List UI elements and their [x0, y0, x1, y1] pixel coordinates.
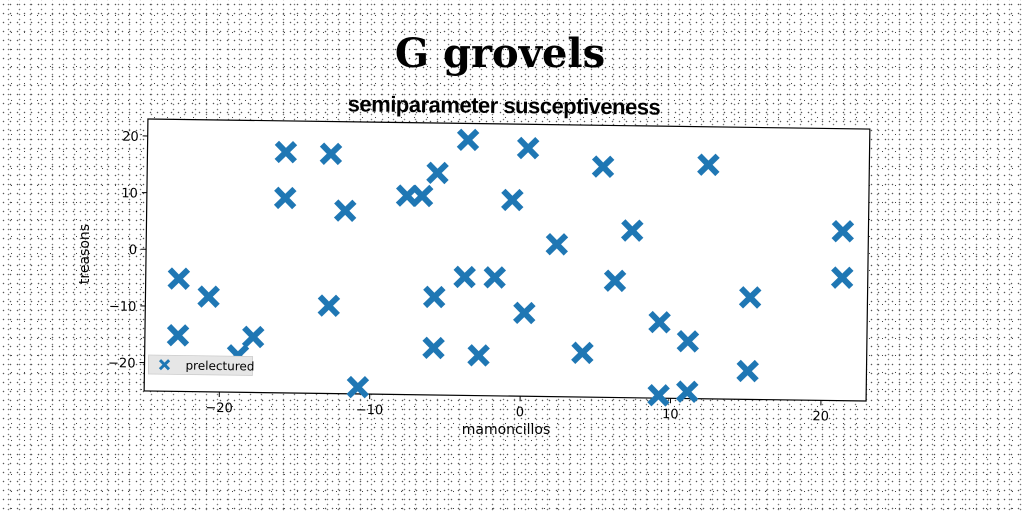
data-point — [831, 219, 855, 243]
legend: prelectured — [147, 354, 255, 376]
data-point — [395, 184, 419, 208]
y-tick-label: −10 — [109, 299, 137, 314]
data-point — [675, 380, 699, 404]
data-point — [620, 219, 644, 242]
data-point — [317, 294, 341, 317]
plot-area: −20 −10 0 10 20 20 10 0 −10 −20 prelectured — [108, 118, 871, 425]
data-point — [648, 310, 671, 334]
data-point — [453, 265, 476, 289]
data-point — [410, 184, 434, 208]
axis-ticks: −20 −10 0 10 20 20 10 0 −10 −20 — [108, 130, 829, 425]
data-point — [333, 199, 357, 223]
data-point — [241, 325, 265, 349]
data-point — [516, 136, 540, 160]
legend-box — [147, 354, 254, 376]
x-axis-label: mamoncillos — [462, 422, 551, 438]
x-tick-label: 10 — [662, 407, 679, 422]
legend-label: prelectured — [185, 359, 254, 374]
data-point — [591, 155, 615, 179]
data-point — [738, 286, 762, 309]
data-point — [167, 267, 191, 290]
data-point — [647, 383, 670, 407]
data-point — [426, 161, 449, 185]
y-tick-label: 20 — [122, 130, 139, 145]
x-tick-label: −10 — [356, 403, 384, 418]
data-point — [273, 186, 297, 210]
data-point — [274, 140, 298, 164]
data-point — [736, 359, 759, 383]
y-tick-label: 0 — [129, 243, 137, 258]
data-point — [319, 142, 343, 166]
data-point — [456, 128, 480, 152]
chart-title: G grovels — [394, 30, 606, 77]
data-point — [830, 266, 854, 290]
data-marks — [166, 128, 855, 407]
data-point — [697, 153, 720, 177]
data-point — [483, 266, 507, 289]
x-tick-label: 20 — [812, 409, 829, 424]
data-point — [422, 285, 446, 309]
data-point — [501, 188, 524, 212]
plot-frame — [143, 118, 871, 402]
y-axis-label: treasons — [77, 224, 93, 284]
data-point — [166, 324, 190, 347]
data-point — [467, 344, 490, 367]
data-point — [603, 269, 627, 293]
x-tick-label: 0 — [516, 405, 524, 420]
data-point — [545, 232, 569, 256]
legend-marker-x-icon — [158, 359, 171, 371]
data-point — [197, 285, 220, 308]
data-point — [346, 375, 370, 399]
y-tick-label: 10 — [121, 186, 138, 201]
data-point — [422, 336, 445, 360]
data-point — [676, 329, 700, 353]
data-point — [513, 301, 536, 325]
legend-x-marker — [158, 359, 171, 371]
y-tick-label: −20 — [108, 356, 136, 371]
x-tick-label: −20 — [205, 401, 233, 416]
data-point — [571, 341, 594, 365]
